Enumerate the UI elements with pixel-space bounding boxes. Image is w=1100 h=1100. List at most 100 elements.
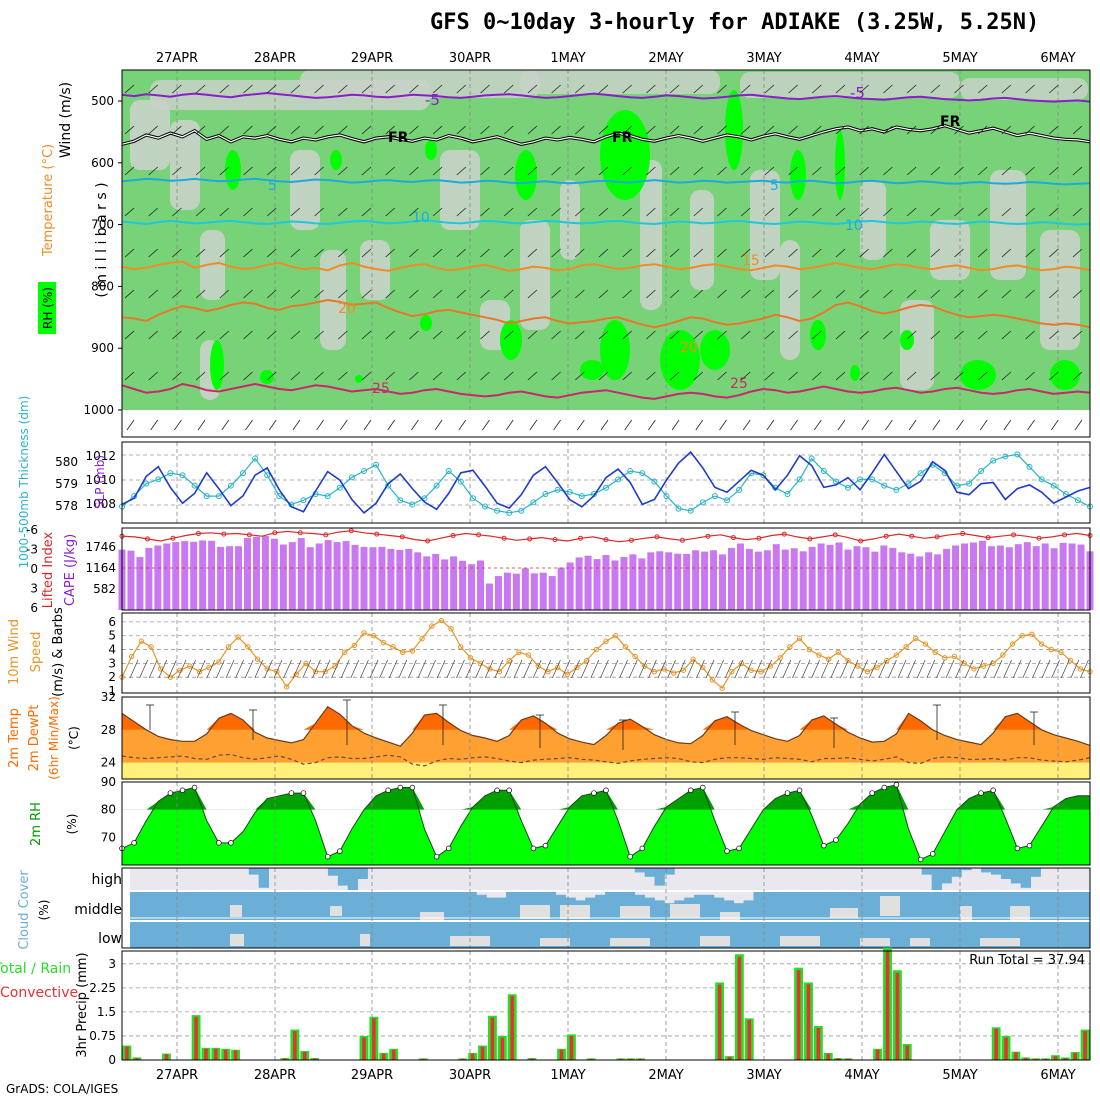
cloud-cell xyxy=(981,892,992,920)
wind-speed-point xyxy=(312,668,319,675)
wind-barb xyxy=(219,125,230,135)
cape-bar xyxy=(647,552,655,610)
wind-barb xyxy=(266,289,277,299)
wind-barb xyxy=(338,125,348,135)
cloud-cell xyxy=(327,922,339,948)
wind-tick-label: 1 xyxy=(108,684,116,698)
cape-bar xyxy=(324,540,332,610)
thickness-point xyxy=(953,482,960,489)
wind-barb xyxy=(504,659,513,679)
wind-speed-point xyxy=(1019,633,1025,639)
wind-barb xyxy=(908,419,917,431)
wind-barb xyxy=(906,207,917,217)
cape-bar xyxy=(835,542,843,610)
x-label-top: 4MAY xyxy=(844,51,879,66)
wind-speed-point xyxy=(951,653,958,660)
rh-point xyxy=(700,784,706,791)
wind-barb xyxy=(1051,659,1060,679)
wind-barb xyxy=(1072,166,1083,176)
cloud-cell xyxy=(248,868,260,875)
wind-barb xyxy=(1049,84,1059,94)
cloud-cell xyxy=(852,922,863,948)
cloud-cell xyxy=(1050,892,1061,920)
wind-barb xyxy=(1025,166,1035,176)
cloud-gap xyxy=(540,938,570,946)
wind-barb xyxy=(742,419,751,431)
wind-barb xyxy=(456,289,467,299)
wind-barb xyxy=(812,207,822,217)
rh-point xyxy=(506,787,512,794)
wind-barb xyxy=(646,330,656,340)
cloud-cell xyxy=(664,922,675,948)
x-label-top: 2MAY xyxy=(648,51,683,66)
rh-point xyxy=(627,853,633,860)
wind-barb xyxy=(693,166,704,176)
cape-bar xyxy=(172,542,180,610)
cape-bar xyxy=(736,543,744,610)
cloud-cell xyxy=(664,868,675,875)
wind-barb xyxy=(835,125,846,135)
wind-barb xyxy=(1049,166,1059,176)
wind-barb xyxy=(859,330,869,340)
wind-barb xyxy=(693,289,704,299)
wind-barb xyxy=(219,166,230,176)
wind-speed-point xyxy=(893,652,900,658)
cape-bar xyxy=(665,552,673,610)
wind-barb xyxy=(772,659,782,679)
wind-barb xyxy=(387,419,396,431)
cape-bar xyxy=(459,560,467,610)
wind-barb xyxy=(930,166,941,176)
wind-barb xyxy=(553,419,561,431)
cloud-cell xyxy=(901,892,913,920)
cloud-cell xyxy=(951,922,962,948)
rh-point xyxy=(324,853,331,860)
precip-convective-bar xyxy=(1043,1058,1048,1060)
cloud-cell xyxy=(436,892,448,920)
cloud-cell xyxy=(585,922,596,948)
wind-speed-point xyxy=(148,644,154,650)
wind-barb xyxy=(432,330,443,340)
cloud-cell xyxy=(723,900,735,920)
cloud-cell xyxy=(1070,922,1081,948)
wind-barb xyxy=(290,289,301,299)
wind-barb xyxy=(1001,125,1012,135)
cape-bar xyxy=(996,545,1004,610)
temp-axis-label-2: 2m DewPt xyxy=(27,705,42,772)
cloud-gap xyxy=(860,938,890,946)
wind-barb xyxy=(148,659,158,679)
wind-barb xyxy=(835,330,846,340)
cape-bar xyxy=(629,554,637,610)
cape-bar xyxy=(817,543,825,610)
wind-barb xyxy=(1049,207,1059,217)
wind-barb xyxy=(527,166,538,176)
wind-barb xyxy=(575,125,585,135)
rh-dry-patch xyxy=(200,230,225,300)
cloud-cell xyxy=(426,922,438,948)
cloud-cell xyxy=(219,922,230,948)
cloud-cell xyxy=(753,892,764,920)
wind-barb xyxy=(290,207,301,217)
wind-barb xyxy=(669,207,680,217)
wind-barb xyxy=(331,659,340,679)
cape-bar xyxy=(199,540,207,610)
precip-convective-bar xyxy=(204,1048,208,1060)
wind-barb xyxy=(954,289,964,299)
wind-barb xyxy=(835,248,846,258)
wind-barb xyxy=(657,659,667,679)
precip-convective-bar xyxy=(569,1035,574,1060)
thickness-tick-label: 578 xyxy=(55,499,78,513)
wind-barb xyxy=(740,330,751,340)
wind-tick-label: 2 xyxy=(108,670,116,684)
wind-barb xyxy=(503,371,514,381)
cape-bar xyxy=(584,555,592,610)
thickness-point xyxy=(373,461,380,468)
wind-barb xyxy=(956,419,964,431)
wind-barb xyxy=(763,659,772,679)
cloud-cell xyxy=(704,894,715,920)
wind-barb xyxy=(598,166,609,176)
wind-barb xyxy=(801,659,811,679)
lifted-index-point xyxy=(705,533,711,539)
wind-speed-point xyxy=(341,649,348,656)
cloud-cell xyxy=(268,892,279,920)
